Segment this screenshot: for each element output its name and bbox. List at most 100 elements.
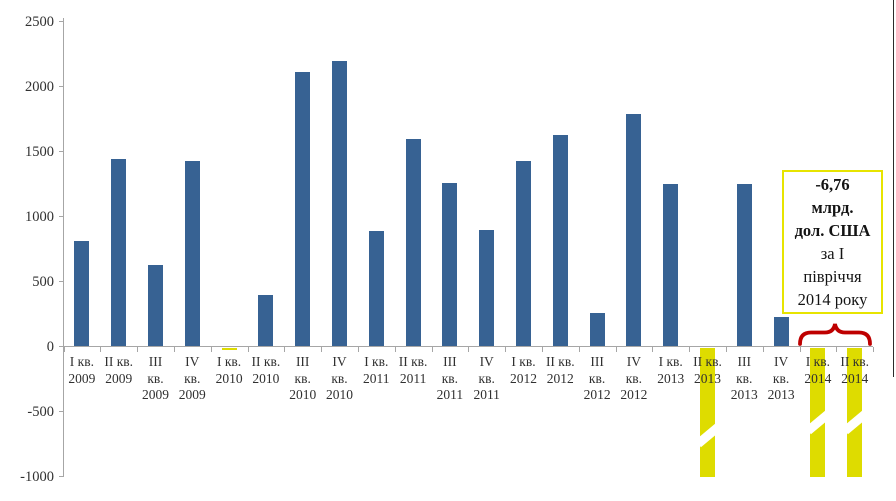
bar-i-кв--2012: [516, 160, 531, 347]
x-category-label-line: кв.: [331, 370, 348, 386]
bar-i-кв--2011: [368, 230, 384, 347]
annotation-line: за I: [820, 244, 845, 263]
x-category-label-line: II кв.: [398, 354, 428, 369]
x-tick-mark: [799, 346, 801, 352]
x-category-label-line: 2012: [509, 370, 537, 386]
x-category-label-line: III: [148, 354, 163, 369]
y-tick-mark: [58, 151, 64, 152]
x-category-label: I кв. 2014: [798, 354, 839, 387]
y-tick-mark: [58, 476, 64, 477]
x-category-label-line: 2012: [620, 387, 648, 402]
bar-i-кв--2009: [74, 241, 90, 347]
x-category-label-line: кв.: [625, 370, 643, 386]
x-tick-mark: [541, 346, 543, 352]
x-category-label-line: 2011: [436, 387, 464, 402]
x-tick-mark: [321, 346, 323, 352]
y-tick-mark: [58, 21, 64, 22]
x-category-label-line: 2011: [473, 387, 500, 402]
x-category-label: III кв. 2011: [430, 354, 471, 404]
y-tick-label: 2000: [25, 78, 54, 95]
x-category-label-line: 2010: [252, 370, 280, 386]
x-category-label-line: I кв.: [69, 354, 94, 369]
x-tick-mark: [468, 346, 470, 352]
bar-ii-кв--2011: [405, 138, 421, 347]
bar-iv-кв--2011: [479, 229, 495, 347]
bar-iii-кв--2010: [295, 72, 311, 347]
x-category-label: II кв. 2014: [834, 354, 875, 387]
x-tick-mark: [725, 346, 727, 352]
x-category-label-line: 2009: [68, 370, 96, 386]
x-tick-mark: [210, 346, 212, 352]
x-category-label-line: III: [590, 354, 604, 369]
x-category-label-line: 2009: [141, 387, 169, 402]
bar-iv-кв--2013: [773, 316, 789, 347]
bar-i-кв--2014: [810, 347, 826, 477]
x-tick-mark: [247, 346, 249, 352]
x-category-label: II кв. 2010: [246, 354, 287, 387]
x-category-label: II кв. 2011: [393, 354, 434, 387]
x-category-label-line: II кв.: [693, 354, 722, 369]
x-tick-mark: [63, 346, 65, 352]
x-category-label-line: 2013: [693, 370, 721, 386]
bar-iii-кв--2013: [736, 184, 752, 347]
x-category-label: I кв. 2009: [62, 354, 103, 387]
y-axis-line: [63, 18, 64, 477]
x-tick-mark: [762, 346, 764, 352]
x-category-label-line: I кв.: [658, 354, 683, 369]
x-category-label-line: I кв.: [216, 354, 242, 369]
x-category-label-line: IV: [479, 354, 494, 369]
x-tick-mark: [505, 346, 507, 352]
x-category-label-line: 2013: [767, 387, 795, 402]
bar-ii-кв--2014: [847, 347, 863, 477]
x-category-label-line: II кв.: [104, 354, 134, 369]
x-tick-mark: [357, 346, 359, 352]
x-category-label-line: 2010: [215, 370, 243, 386]
x-category-label-line: кв.: [588, 370, 606, 386]
x-tick-mark: [689, 346, 691, 352]
x-category-label: IV кв. 2009: [172, 354, 213, 404]
x-category-label-line: кв.: [772, 370, 790, 386]
x-axis-line: [63, 346, 873, 347]
y-tick-label: 2500: [25, 13, 54, 30]
x-tick-mark: [836, 346, 838, 352]
x-category-label-line: 2014: [804, 370, 832, 386]
bar-iv-кв--2012: [626, 113, 642, 347]
x-category-label: I кв. 2012: [503, 354, 544, 387]
x-tick-mark: [100, 346, 102, 352]
y-tick-label: 0: [46, 338, 54, 355]
x-category-label-line: 2012: [583, 387, 611, 402]
y-tick-label: -1000: [20, 468, 54, 485]
y-tick-label: 1000: [25, 208, 54, 225]
x-tick-mark: [394, 346, 396, 352]
x-category-label-line: III: [737, 354, 752, 369]
x-category-label-line: 2009: [178, 387, 206, 402]
x-tick-mark: [873, 346, 875, 352]
x-category-label: I кв. 2013: [650, 354, 691, 387]
x-category-label-line: кв.: [294, 370, 311, 386]
x-category-label-line: 2010: [325, 387, 353, 402]
x-category-label: III кв. 2012: [577, 354, 618, 404]
x-category-label: IV кв. 2013: [761, 354, 802, 404]
x-category-label-line: I кв.: [805, 354, 830, 369]
x-tick-mark: [578, 346, 580, 352]
bar-ii-кв--2012: [552, 134, 568, 347]
y-tick-mark: [58, 411, 64, 412]
bar-iii-кв--2012: [589, 312, 605, 347]
y-tick-mark: [58, 346, 64, 347]
page-right-border: [892, 0, 894, 377]
y-tick-label: 500: [32, 273, 54, 290]
x-category-label-line: IV: [185, 354, 200, 369]
x-category-label: IV кв. 2011: [466, 354, 507, 404]
x-tick-mark: [173, 346, 175, 352]
x-category-label: II кв. 2012: [540, 354, 581, 387]
x-category-label: III кв. 2013: [724, 354, 765, 404]
annotation-line: млрд.: [811, 198, 854, 217]
x-category-label-line: 2013: [657, 370, 685, 386]
x-category-label-line: III: [295, 354, 310, 369]
bar-iv-кв--2009: [184, 160, 200, 347]
x-category-label-line: III: [443, 354, 457, 369]
bar-iii-кв--2011: [442, 182, 458, 347]
x-category-label-line: I кв.: [511, 354, 536, 369]
x-category-label-line: 2011: [363, 370, 390, 386]
